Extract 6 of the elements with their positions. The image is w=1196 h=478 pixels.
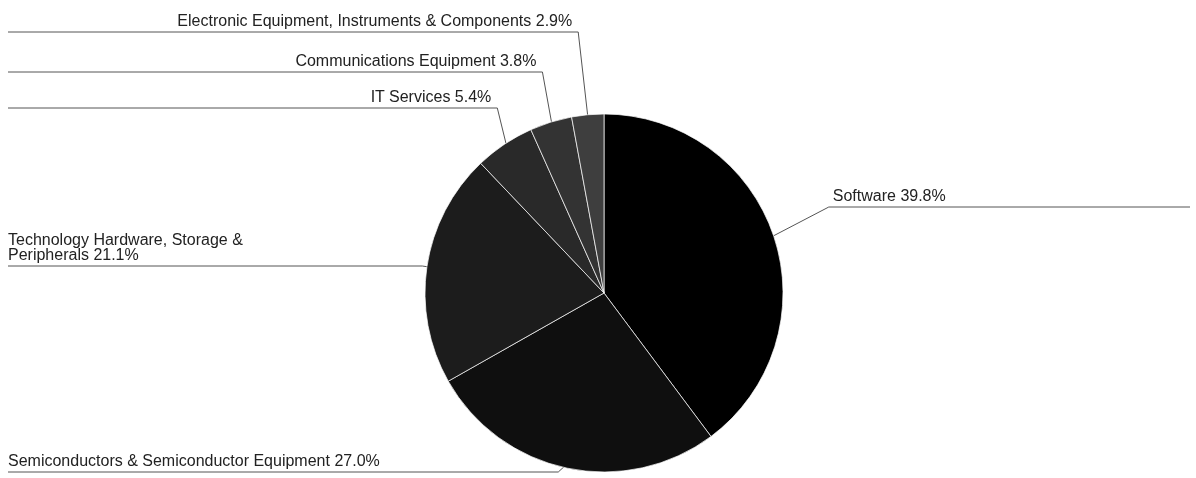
slice-label: Electronic Equipment, Instruments & Components 2.9%: [177, 12, 573, 29]
slice-label: Semiconductors & Semiconductor Equipment 27.0%: [8, 452, 380, 469]
slice-label: Technology Hardware, Storage & Peripherals 21.1%: [8, 231, 244, 263]
slice-label: Communications Equipment 3.8%: [295, 52, 537, 69]
slice-label: IT Services 5.4%: [370, 88, 492, 105]
slice-label: Software 39.8%: [832, 187, 946, 204]
